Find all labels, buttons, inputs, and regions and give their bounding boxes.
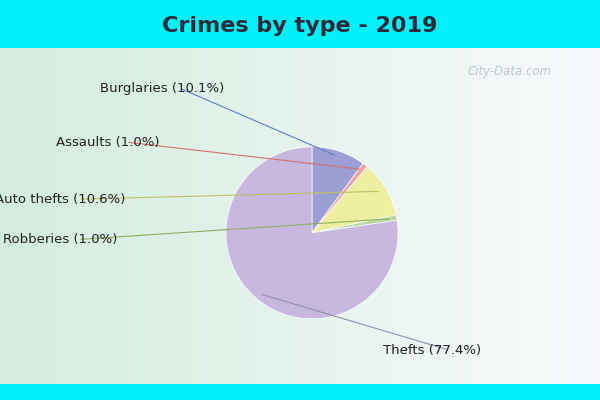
- Text: City-Data.com: City-Data.com: [468, 66, 552, 78]
- Wedge shape: [312, 164, 367, 233]
- Wedge shape: [226, 147, 398, 319]
- Text: Crimes by type - 2019: Crimes by type - 2019: [163, 16, 437, 36]
- Text: Assaults (1.0%): Assaults (1.0%): [56, 136, 160, 148]
- Wedge shape: [312, 167, 396, 233]
- Text: Robberies (1.0%): Robberies (1.0%): [3, 233, 117, 246]
- Wedge shape: [312, 215, 397, 233]
- Text: Thefts (77.4%): Thefts (77.4%): [383, 344, 481, 357]
- Text: Auto thefts (10.6%): Auto thefts (10.6%): [0, 193, 125, 206]
- Wedge shape: [312, 147, 363, 233]
- Text: Burglaries (10.1%): Burglaries (10.1%): [100, 82, 224, 95]
